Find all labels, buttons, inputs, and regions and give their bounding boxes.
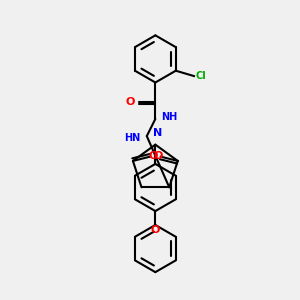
Text: O: O (148, 151, 158, 160)
Text: O: O (153, 151, 163, 160)
Text: NH: NH (161, 112, 177, 122)
Text: HN: HN (124, 133, 140, 143)
Text: O: O (126, 97, 135, 107)
Text: Cl: Cl (195, 71, 206, 81)
Text: O: O (151, 225, 160, 235)
Text: N: N (153, 128, 162, 138)
